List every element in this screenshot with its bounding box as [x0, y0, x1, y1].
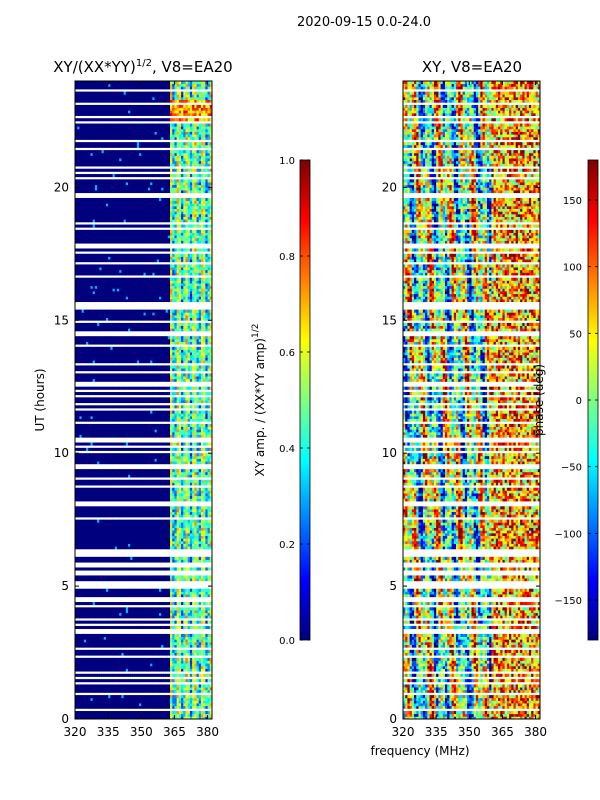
left-title-main: XY/(XX*YY) [53, 58, 136, 76]
figure: 2020-09-15 0.0-24.0 XY/(XX*YY)1/2, V8=EA… [0, 0, 600, 800]
left-panel-title: XY/(XX*YY)1/2, V8=EA20 [53, 58, 232, 76]
left-heatmap [75, 81, 212, 719]
figure-title: 2020-09-15 0.0-24.0 [297, 15, 431, 30]
left-title-exponent: 1/2 [136, 58, 152, 69]
left-title-suffix: , V8=EA20 [152, 58, 233, 76]
right-panel-title: XY, V8=EA20 [422, 58, 522, 76]
